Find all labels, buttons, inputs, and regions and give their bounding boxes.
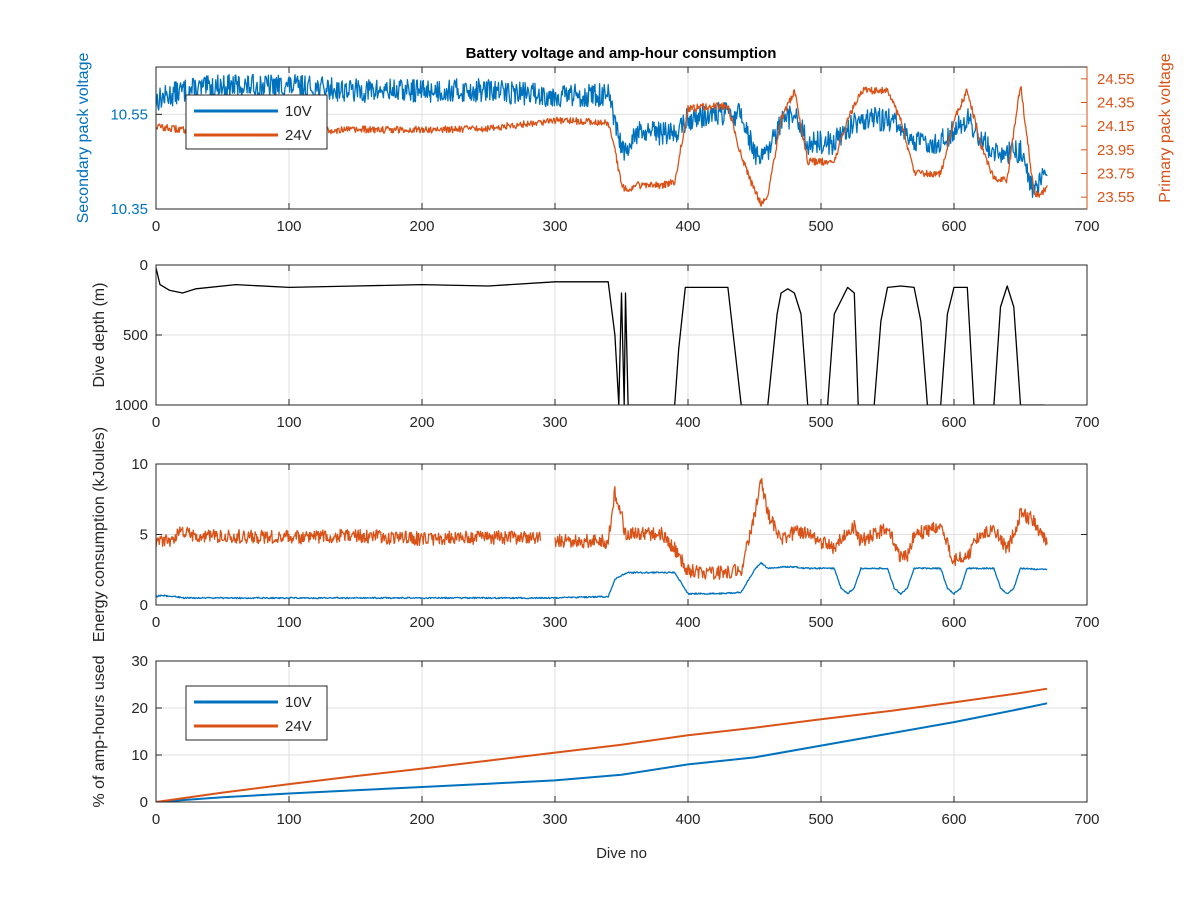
x-tick-label: 200 xyxy=(409,218,434,235)
y-tick-label: 10.55 xyxy=(110,106,148,123)
x-tick-label: 500 xyxy=(808,218,833,235)
x-tick-label: 0 xyxy=(152,811,160,828)
y-tick-label: 5 xyxy=(140,527,148,544)
y-tick-label: 0 xyxy=(140,794,148,811)
axes-box xyxy=(155,660,1088,803)
x-tick-label: 500 xyxy=(808,614,833,631)
x-tick-label: 0 xyxy=(152,218,160,235)
legend-label-24v: 24V xyxy=(285,718,312,735)
x-tick-label: 500 xyxy=(808,811,833,828)
right-y-tick-label: 23.55 xyxy=(1097,189,1135,206)
right-y-tick-label: 24.15 xyxy=(1097,118,1135,135)
x-tick-label: 600 xyxy=(941,811,966,828)
x-tick-label: 0 xyxy=(152,414,160,431)
series-line-24v xyxy=(156,687,1048,802)
x-tick-label: 200 xyxy=(409,811,434,828)
y-axis-label: Energy consumption (kJoules) xyxy=(91,427,108,642)
x-tick-label: 300 xyxy=(542,811,567,828)
x-tick-label: 400 xyxy=(675,218,700,235)
x-tick-label: 100 xyxy=(276,811,301,828)
subplot-4: 0 100 200 300 400 500 600 700 0 10 20 30 % of amp-ho… xyxy=(91,653,1100,862)
y-axis-label: % of amp-hours used xyxy=(91,655,108,807)
x-tick-label: 600 xyxy=(941,218,966,235)
y-axis-label: Secondary pack voltage xyxy=(75,53,92,224)
x-tick-label: 400 xyxy=(675,614,700,631)
series-line-24v xyxy=(156,477,1048,580)
x-tick-label: 100 xyxy=(276,414,301,431)
x-tick-label: 200 xyxy=(409,614,434,631)
x-tick-label: 700 xyxy=(1074,218,1099,235)
right-y-tick-label: 23.75 xyxy=(1097,166,1135,183)
right-y-tick-label: 24.55 xyxy=(1097,71,1135,88)
legend-label-10v: 10V xyxy=(285,103,312,120)
series-line-10v xyxy=(156,702,1048,802)
subplot-3: 0 100 200 300 400 500 600 700 0 5 10 Energy consump… xyxy=(91,427,1100,642)
x-tick-label: 600 xyxy=(941,614,966,631)
x-tick-label: 500 xyxy=(808,414,833,431)
subplot-2: 0 100 200 300 400 500 600 700 0 500 1000 Dive depth… xyxy=(91,257,1100,431)
x-tick-label: 100 xyxy=(276,218,301,235)
x-tick-label: 300 xyxy=(542,218,567,235)
series-line-depth xyxy=(156,267,1045,405)
y-tick-label: 0 xyxy=(140,257,148,274)
x-tick-label: 100 xyxy=(276,614,301,631)
x-tick-label: 700 xyxy=(1074,614,1099,631)
x-tick-label: 300 xyxy=(542,614,567,631)
y-tick-label: 1000 xyxy=(115,397,148,414)
right-y-tick-label: 24.35 xyxy=(1097,95,1135,112)
right-y-tick-label: 23.95 xyxy=(1097,142,1135,159)
y-tick-label: 0 xyxy=(140,597,148,614)
y-tick-label: 10.35 xyxy=(110,201,148,218)
figure-title: Battery voltage and amp-hour consumption xyxy=(466,45,777,62)
x-tick-label: 200 xyxy=(409,414,434,431)
x-tick-label: 300 xyxy=(542,414,567,431)
x-tick-label: 700 xyxy=(1074,414,1099,431)
legend-box xyxy=(185,685,328,741)
x-axis-label: Dive no xyxy=(596,845,647,862)
x-tick-label: 400 xyxy=(675,811,700,828)
legend-box xyxy=(185,94,328,150)
y-tick-label: 30 xyxy=(131,653,148,670)
legend-label-24v: 24V xyxy=(285,127,312,144)
series-line-10v xyxy=(156,73,1048,198)
series-line-10v xyxy=(156,561,1048,600)
x-tick-label: 0 xyxy=(152,614,160,631)
y-tick-label: 10 xyxy=(131,747,148,764)
x-tick-label: 400 xyxy=(675,414,700,431)
subplot-1: 0 100 200 300 400 500 600 700 10.35 10.55 23.55 23.… xyxy=(75,53,1174,235)
y-tick-label: 20 xyxy=(131,700,148,717)
legend-label-10v: 10V xyxy=(285,694,312,711)
right-y-axis-label: Primary pack voltage xyxy=(1157,53,1174,202)
x-tick-label: 700 xyxy=(1074,811,1099,828)
y-axis-label: Dive depth (m) xyxy=(91,283,108,388)
plots: 0 100 200 300 400 500 600 70010.3510.5523.5523.… xyxy=(75,53,1174,862)
x-tick-label: 600 xyxy=(941,414,966,431)
y-tick-label: 10 xyxy=(131,456,148,473)
y-tick-label: 500 xyxy=(123,327,148,344)
